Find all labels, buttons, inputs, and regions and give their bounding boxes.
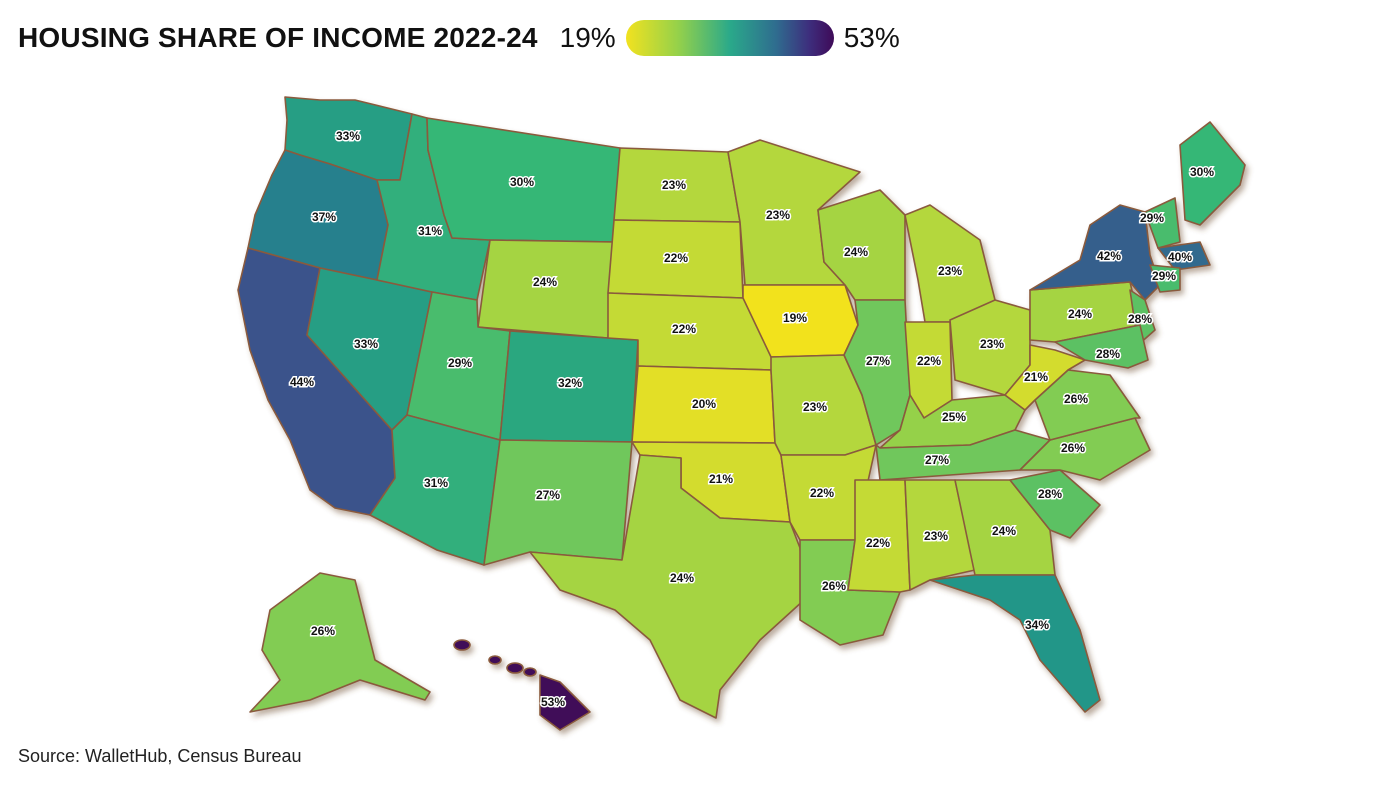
state-label-sd: 22%	[664, 251, 688, 265]
state-label-mt: 30%	[510, 175, 534, 189]
state-ma	[1157, 241, 1211, 271]
state-label-fl: 34%	[1025, 618, 1049, 632]
state-label-ak: 26%	[311, 624, 335, 638]
state-label-mi: 23%	[938, 264, 962, 278]
state-label-wa: 33%	[336, 129, 360, 143]
legend-max-label: 53%	[843, 22, 900, 53]
state-label-ma: 40%	[1168, 250, 1192, 264]
state-label-la: 26%	[822, 579, 846, 593]
legend-gradient-bar	[625, 20, 834, 56]
state-label-nm: 27%	[536, 488, 560, 502]
state-nm	[483, 439, 633, 566]
state-ga	[954, 479, 1056, 576]
legend-min-label: 19%	[559, 22, 616, 53]
state-label-mn: 23%	[766, 208, 790, 222]
state-me	[1179, 121, 1246, 226]
state-label-wv: 21%	[1024, 370, 1048, 384]
chart-header: HOUSING SHARE OF INCOME 2022-24 19% 53%	[18, 18, 900, 58]
state-tx	[529, 454, 805, 719]
state-label-ga: 24%	[992, 524, 1016, 538]
state-md	[1054, 324, 1149, 369]
state-label-md: 28%	[1096, 347, 1120, 361]
source-note: Source: WalletHub, Census Bureau	[18, 746, 302, 766]
state-label-vt: 29%	[1140, 211, 1164, 225]
state-label-ia: 19%	[783, 311, 807, 325]
state-co	[499, 330, 639, 443]
state-label-hi: 53%	[541, 695, 565, 709]
state-label-pa: 24%	[1068, 307, 1092, 321]
state-label-tn: 27%	[925, 453, 949, 467]
state-label-va: 26%	[1064, 392, 1088, 406]
state-label-wi: 24%	[844, 245, 868, 259]
state-label-ar: 22%	[810, 486, 834, 500]
state-vt	[1144, 197, 1181, 249]
state-label-tx: 24%	[670, 571, 694, 585]
state-label-nv: 33%	[354, 337, 378, 351]
state-label-nd: 23%	[662, 178, 686, 192]
state-label-id: 31%	[418, 224, 442, 238]
state-tn	[875, 429, 1051, 481]
state-label-co: 32%	[558, 376, 582, 390]
state-sc	[1009, 469, 1101, 539]
state-ct	[1149, 264, 1181, 293]
hawaii-island	[506, 662, 524, 674]
state-label-ct: 29%	[1152, 269, 1176, 283]
state-label-sc: 28%	[1038, 487, 1062, 501]
state-label-ks: 20%	[692, 397, 716, 411]
state-label-ms: 22%	[866, 536, 890, 550]
state-label-ca: 44%	[290, 375, 314, 389]
hawaii-island	[523, 667, 537, 677]
state-ny	[1029, 204, 1161, 301]
state-label-ky: 25%	[942, 410, 966, 424]
map-title: HOUSING SHARE OF INCOME 2022-24	[18, 22, 538, 53]
state-label-ok: 21%	[709, 472, 733, 486]
state-label-az: 31%	[424, 476, 448, 490]
state-label-in: 22%	[917, 354, 941, 368]
state-ak	[249, 572, 431, 713]
state-label-mo: 23%	[803, 400, 827, 414]
state-fl	[929, 574, 1101, 713]
state-label-wy: 24%	[533, 275, 557, 289]
color-legend: 19% 53%	[560, 20, 900, 56]
state-label-ne: 22%	[672, 322, 696, 336]
state-label-oh: 23%	[980, 337, 1004, 351]
state-label-ny: 42%	[1097, 249, 1121, 263]
state-hi	[539, 674, 591, 731]
state-label-nj: 28%	[1128, 312, 1152, 326]
hawaii-island	[488, 655, 502, 665]
state-label-il: 27%	[866, 354, 890, 368]
state-label-or: 37%	[312, 210, 336, 224]
hawaii-island	[453, 639, 471, 651]
state-label-al: 23%	[924, 529, 948, 543]
state-label-nc: 26%	[1061, 441, 1085, 455]
state-al	[904, 479, 976, 591]
state-label-me: 30%	[1190, 165, 1214, 179]
state-label-ut: 29%	[448, 356, 472, 370]
